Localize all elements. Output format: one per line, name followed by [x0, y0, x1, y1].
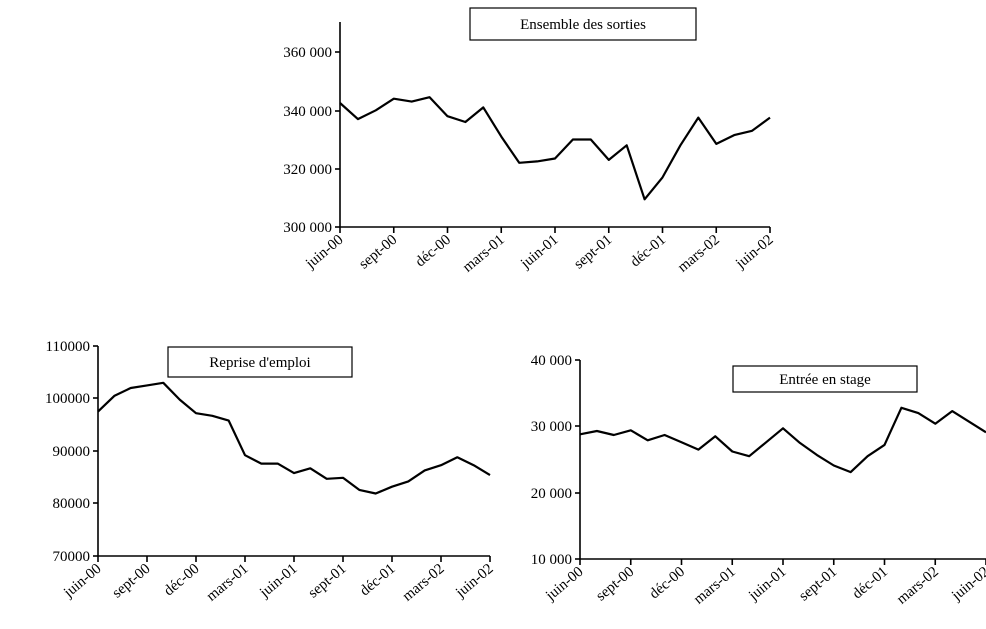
x-tick-label: sept-01 — [571, 232, 615, 273]
x-tick-label: sept-01 — [305, 561, 349, 602]
x-tick-label: juin-01 — [256, 561, 300, 602]
x-tick-label: juin-00 — [542, 564, 586, 605]
x-tick-label: juin-02 — [732, 232, 776, 273]
chart-title: Reprise d'emploi — [209, 355, 310, 371]
x-tick-label: déc-00 — [647, 564, 689, 602]
x-tick-label: mars-02 — [894, 564, 942, 608]
y-tick-label: 40 000 — [531, 353, 572, 369]
x-tick-label: mars-02 — [400, 561, 448, 605]
x-tick-label: sept-00 — [593, 564, 637, 605]
y-tick-label: 300 000 — [283, 220, 332, 236]
x-tick-label: juin-01 — [517, 232, 561, 273]
x-tick-label: mars-02 — [675, 232, 723, 276]
x-tick-label: déc-01 — [357, 561, 399, 599]
chart-entree-en-stage: 10 000 20 000 30 000 40 000 juin-00 sept-00 dé… — [531, 353, 986, 608]
x-tick-label: juin-00 — [302, 232, 346, 273]
y-tick-label: 100000 — [45, 391, 90, 407]
x-tick-label: juin-02 — [452, 561, 496, 602]
x-tick-label: sept-00 — [109, 561, 153, 602]
series-line — [97, 381, 491, 495]
x-tick-label: mars-01 — [204, 561, 252, 605]
x-tick-label: déc-01 — [628, 232, 670, 270]
y-tick-label: 30 000 — [531, 419, 572, 435]
chart-title-box: Entrée en stage — [732, 365, 918, 393]
chart-title: Entrée en stage — [779, 372, 871, 388]
series-line — [339, 96, 771, 201]
series-line — [579, 406, 986, 474]
x-tick-label: déc-01 — [850, 564, 892, 602]
x-tick-label: juin-02 — [948, 564, 986, 605]
y-tick-label: 110000 — [46, 339, 90, 355]
y-tick-label: 360 000 — [283, 45, 332, 61]
y-tick-label: 90000 — [53, 444, 91, 460]
x-tick-label: déc-00 — [161, 561, 203, 599]
y-tick-label: 80000 — [53, 496, 91, 512]
y-tick-label: 320 000 — [283, 162, 332, 178]
y-tick-label: 340 000 — [283, 104, 332, 120]
x-tick-label: mars-01 — [691, 564, 739, 608]
y-tick-label: 20 000 — [531, 486, 572, 502]
chart-title-box: Reprise d'emploi — [167, 346, 353, 378]
x-tick-label: mars-01 — [460, 232, 508, 276]
x-tick-label: déc-00 — [413, 232, 455, 270]
x-tick-label: juin-01 — [745, 564, 789, 605]
chart-title: Ensemble des sorties — [520, 17, 646, 33]
chart-title-box: Ensemble des sorties — [469, 7, 697, 41]
x-tick-label: juin-00 — [60, 561, 104, 602]
y-tick-label: 70000 — [53, 549, 91, 565]
x-tick-label: sept-01 — [796, 564, 840, 605]
x-tick-label: sept-00 — [356, 232, 400, 273]
y-tick-label: 10 000 — [531, 552, 572, 568]
